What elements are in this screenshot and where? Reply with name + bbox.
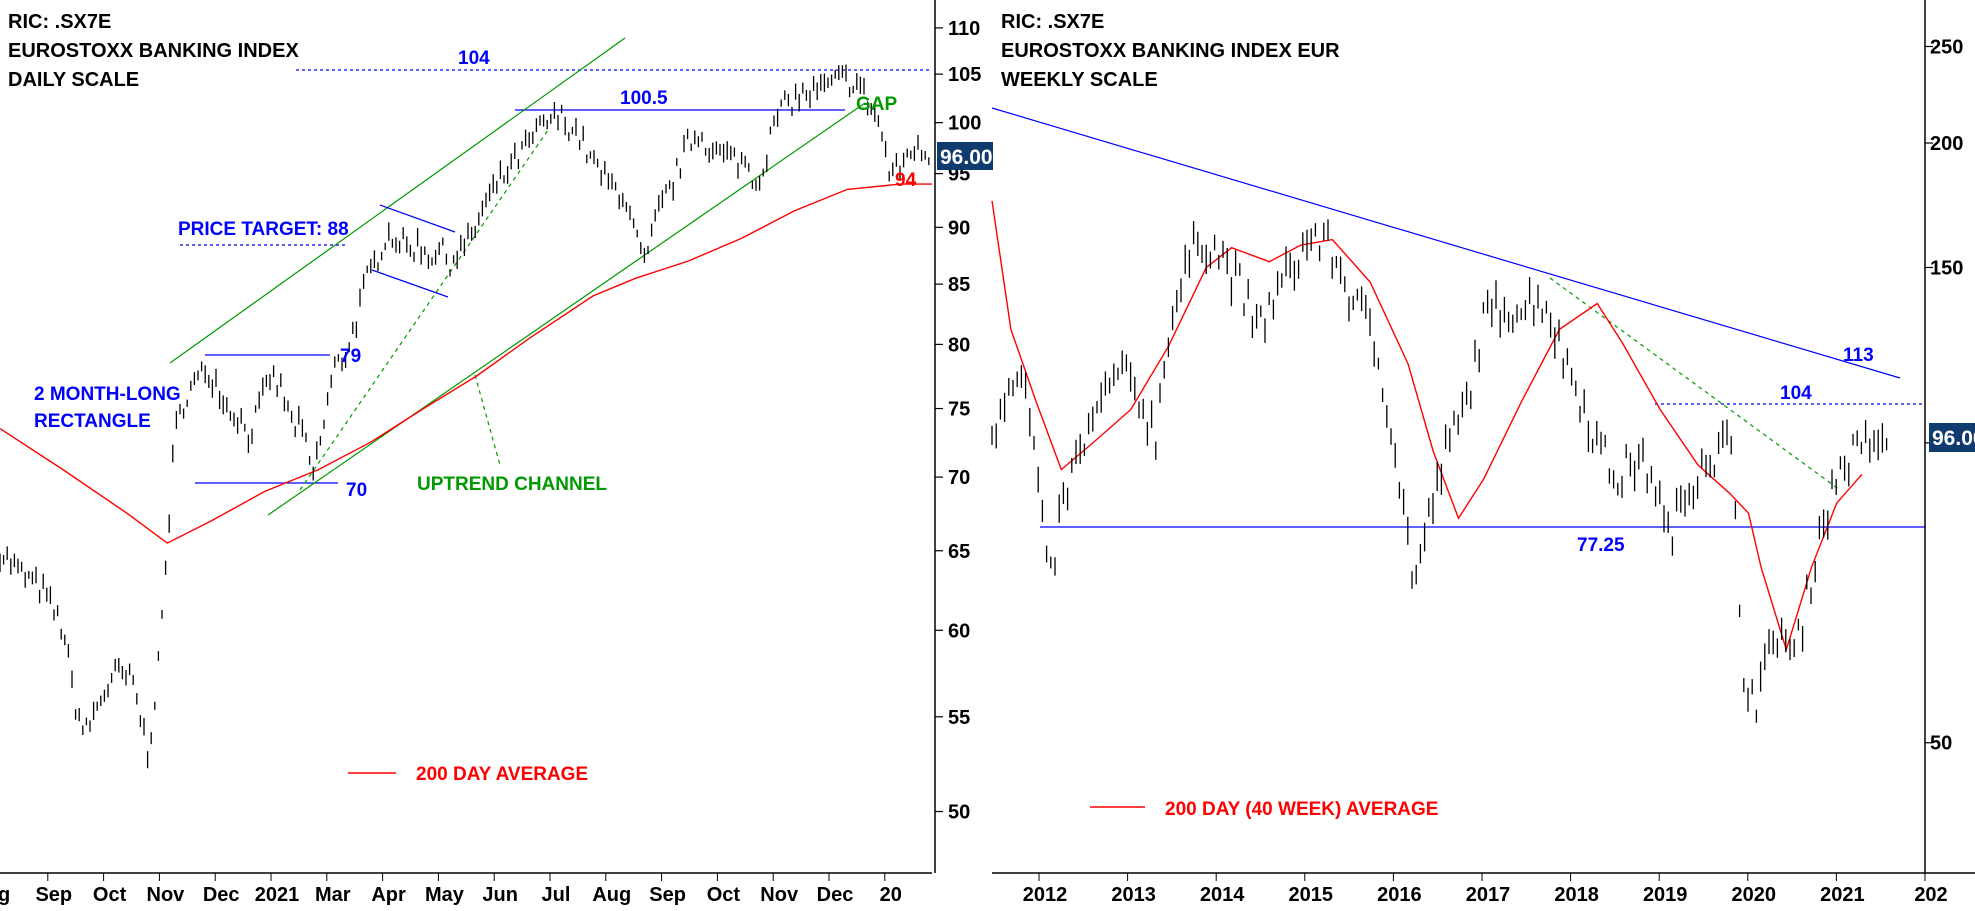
daily-x-tick-label: Oct xyxy=(707,884,741,906)
weekly-last-price-text: 96.00 xyxy=(1932,427,1975,450)
daily-last-price-text: 96.00 xyxy=(940,146,993,169)
daily-x-tick-label: Mar xyxy=(315,884,351,906)
daily-y-tick-label: 90 xyxy=(948,217,970,239)
daily-annotation-94: 94 xyxy=(895,170,917,191)
weekly-title-line-2: EUROSTOXX BANKING INDEX EUR xyxy=(1001,40,1340,62)
daily-annotation-gap: GAP xyxy=(856,94,898,115)
daily-200-day-average-line xyxy=(0,183,932,544)
weekly-price-series xyxy=(991,219,1888,723)
daily-x-tick-label: Dec xyxy=(203,884,240,906)
daily-y-tick-label: 50 xyxy=(948,802,970,824)
daily-channel-mid-dashed xyxy=(299,129,549,491)
daily-y-tick-label: 110 xyxy=(948,18,980,40)
weekly-annotation-113: 113 xyxy=(1843,345,1874,366)
daily-annotation-70: 70 xyxy=(346,480,367,501)
daily-y-tick-label: 100 xyxy=(948,113,981,135)
daily-x-tick-label: Apr xyxy=(371,884,406,906)
daily-y-tick-label: 105 xyxy=(948,64,981,86)
daily-x-tick-label: Aug xyxy=(592,884,631,906)
weekly-legend-label: 200 DAY (40 WEEK) AVERAGE xyxy=(1165,799,1438,820)
daily-average-path xyxy=(0,183,932,544)
weekly-title-line-3: WEEKLY SCALE xyxy=(1001,69,1158,91)
daily-flag-top xyxy=(379,204,456,233)
weekly-x-tick-label: 2014 xyxy=(1200,884,1245,906)
daily-y-tick-label: 60 xyxy=(948,620,970,642)
daily-x-tick-label: Nov xyxy=(760,884,799,906)
weekly-x-tick-label: 2015 xyxy=(1289,884,1334,906)
daily-x-tick-label: Jul xyxy=(542,884,571,906)
daily-annotation-79: 79 xyxy=(340,346,361,367)
daily-x-tick-label: Sep xyxy=(35,884,72,906)
weekly-40-week-average-line xyxy=(991,200,1863,653)
daily-y-tick-label: 65 xyxy=(948,541,970,563)
weekly-x-tick-label: 2020 xyxy=(1732,884,1777,906)
weekly-x-tick-label: 2012 xyxy=(1023,884,1068,906)
weekly-last-price-badge: 96.00 xyxy=(1929,423,1975,452)
weekly-x-tick-label: 2018 xyxy=(1554,884,1599,906)
daily-title-line-3: DAILY SCALE xyxy=(8,69,139,91)
daily-annotation-104: 104 xyxy=(458,48,490,69)
daily-annotation-uptrend-channel: UPTREND CHANNEL xyxy=(417,474,607,495)
daily-channel-lower xyxy=(267,102,866,516)
weekly-guide-lines xyxy=(991,107,1925,528)
daily-x-tick-label: Jun xyxy=(482,884,518,906)
daily-x-tick-label: Nov xyxy=(147,884,186,906)
weekly-average-path xyxy=(991,200,1863,653)
daily-title-line-1: RIC: .SX7E xyxy=(8,11,111,33)
daily-annotation-rectangle-line-1: 2 MONTH-LONG xyxy=(34,384,181,405)
daily-y-tick-label: 75 xyxy=(948,399,970,421)
weekly-x-tick-label: 2021 xyxy=(1820,884,1865,906)
daily-annotation-rectangle-line-2: RECTANGLE xyxy=(34,411,151,432)
daily-uptrend-pointer xyxy=(474,374,501,466)
weekly-x-tick-label: 2013 xyxy=(1111,884,1156,906)
daily-annotation-price-target: PRICE TARGET: 88 xyxy=(178,219,349,240)
daily-price-series xyxy=(0,64,930,769)
weekly-y-tick-label: 150 xyxy=(1930,257,1963,279)
daily-x-tick-label: Sep xyxy=(649,884,686,906)
weekly-y-tick-label: 250 xyxy=(1930,36,1963,58)
daily-y-tick-label: 80 xyxy=(948,334,970,356)
daily-x-tick-label: Dec xyxy=(817,884,854,906)
weekly-annotation-104: 104 xyxy=(1780,383,1812,404)
daily-last-price-badge: 96.00 xyxy=(937,142,993,170)
daily-channel-upper xyxy=(169,37,626,364)
weekly-x-tick-label: 2019 xyxy=(1643,884,1688,906)
weekly-y-tick-label: 50 xyxy=(1930,733,1952,755)
daily-x-tick-label: 20 xyxy=(880,884,902,906)
weekly-x-tick-label: 2017 xyxy=(1466,884,1511,906)
weekly-x-tick-label: 2016 xyxy=(1377,884,1422,906)
weekly-dashed-downtrend xyxy=(1549,277,1841,491)
daily-x-tick-label: Oct xyxy=(93,884,127,906)
daily-title-line-2: EUROSTOXX BANKING INDEX xyxy=(8,40,299,62)
weekly-annotation-77-25: 77.25 xyxy=(1577,535,1625,556)
weekly-y-tick-label: 200 xyxy=(1930,133,1963,155)
daily-guide-lines xyxy=(169,37,932,516)
daily-y-tick-label: 70 xyxy=(948,467,970,489)
weekly-downtrend-line xyxy=(991,107,1901,379)
daily-x-tick-label: 2021 xyxy=(255,884,300,906)
daily-y-tick-label: 55 xyxy=(948,707,970,729)
daily-y-tick-label: 85 xyxy=(948,274,970,296)
daily-x-axis: ug Sep Oct Nov Dec 2021 Mar Apr May Jun Jul Aug Sep O… xyxy=(0,872,932,906)
daily-annotation-100-5: 100.5 xyxy=(620,88,668,109)
weekly-title-line-1: RIC: .SX7E xyxy=(1001,11,1104,33)
daily-flag-bottom xyxy=(371,269,449,298)
weekly-chart-panel: 50100150200250 2012201320142015201620172… xyxy=(991,0,1975,906)
daily-legend-label: 200 DAY AVERAGE xyxy=(416,764,588,785)
daily-x-tick-label: ug xyxy=(0,884,10,906)
weekly-x-tick-label: 202 xyxy=(1914,884,1947,906)
weekly-x-axis: 2012 2013 2014 2015 2016 2017 2018 2019 2020 2021… xyxy=(992,872,1975,906)
daily-x-tick-label: May xyxy=(425,884,465,906)
